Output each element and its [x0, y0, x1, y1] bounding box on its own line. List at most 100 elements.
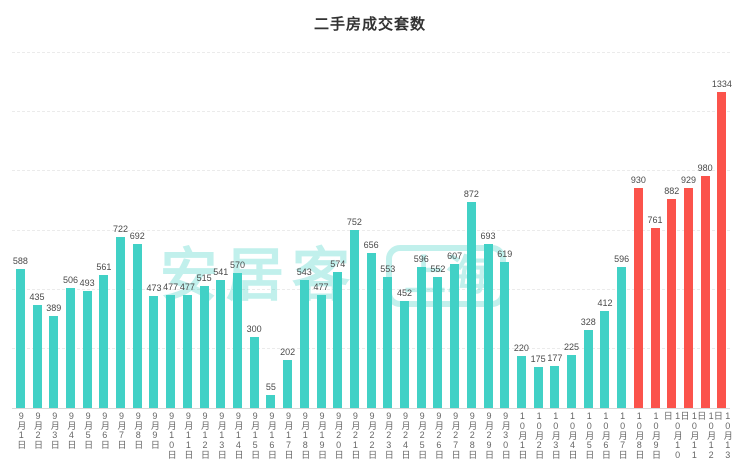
bar-column: 412 — [597, 53, 614, 408]
bar[interactable] — [533, 366, 543, 408]
x-axis-label: 10月10日 — [662, 411, 683, 460]
bar-value-label: 561 — [96, 262, 112, 273]
bar[interactable] — [600, 310, 610, 408]
bar[interactable] — [400, 301, 410, 408]
x-axis-label: 9月17日 — [283, 411, 294, 459]
x-axis-label: 9月27日 — [450, 411, 461, 459]
bar-value-label: 225 — [564, 341, 580, 352]
bar-value-label: 574 — [330, 259, 346, 270]
bar[interactable] — [550, 366, 560, 408]
bar[interactable] — [116, 237, 126, 408]
bar[interactable] — [483, 244, 493, 408]
bar-column: 692 — [129, 53, 146, 408]
bar[interactable] — [500, 261, 510, 408]
bar-column: 570 — [229, 53, 246, 408]
bar-value-label: 389 — [46, 302, 62, 313]
x-axis-label: 10月4日 — [567, 411, 578, 459]
bar-value-label: 477 — [163, 282, 179, 293]
bar[interactable] — [266, 394, 276, 408]
bar-value-label: 477 — [313, 282, 329, 293]
bar[interactable] — [199, 286, 209, 408]
bar[interactable] — [650, 227, 660, 408]
x-axis-label: 9月4日 — [66, 411, 77, 449]
bar-value-label: 328 — [580, 317, 596, 328]
bar-column: 574 — [329, 53, 346, 408]
x-axis-label: 9月13日 — [216, 411, 227, 459]
bar-value-label: 596 — [413, 253, 429, 264]
bar[interactable] — [316, 295, 326, 408]
bar-column: 561 — [96, 53, 113, 408]
bar[interactable] — [683, 188, 693, 408]
bar[interactable] — [349, 230, 359, 408]
bar[interactable] — [667, 199, 677, 408]
bar[interactable] — [182, 295, 192, 408]
bar[interactable] — [466, 201, 476, 408]
bar[interactable] — [516, 355, 526, 408]
bar[interactable] — [65, 288, 75, 408]
bar-value-label: 588 — [12, 255, 28, 266]
bar-column: 506 — [62, 53, 79, 408]
bar-value-label: 493 — [79, 278, 95, 289]
bar-value-label: 752 — [346, 217, 362, 228]
x-axis-label: 9月29日 — [483, 411, 494, 459]
bar[interactable] — [633, 187, 643, 408]
x-axis-label: 9月26日 — [433, 411, 444, 459]
bar[interactable] — [583, 330, 593, 408]
x-axis-label: 10月7日 — [617, 411, 628, 459]
bar[interactable] — [433, 277, 443, 408]
bar-value-label: 452 — [397, 288, 413, 299]
bar[interactable] — [99, 275, 109, 408]
x-axis-label: 9月6日 — [99, 411, 110, 449]
bar[interactable] — [333, 272, 343, 408]
x-axis-label: 10月2日 — [534, 411, 545, 459]
bar-value-label: 980 — [697, 163, 713, 174]
bar-column: 452 — [396, 53, 413, 408]
bar-value-label: 930 — [630, 174, 646, 185]
bar-value-label: 619 — [497, 248, 513, 259]
bar[interactable] — [366, 252, 376, 408]
bar[interactable] — [299, 279, 309, 408]
x-axis-label: 10月8日 — [634, 411, 645, 459]
bar[interactable] — [249, 337, 259, 408]
bar-column: 619 — [496, 53, 513, 408]
bar-value-label: 596 — [614, 253, 630, 264]
bar-column: 175 — [530, 53, 547, 408]
bar[interactable] — [82, 291, 92, 408]
bar[interactable] — [232, 273, 242, 408]
bar-value-label: 515 — [196, 273, 212, 284]
bar[interactable] — [450, 264, 460, 408]
bar[interactable] — [166, 295, 176, 408]
bar[interactable] — [717, 92, 727, 408]
bar[interactable] — [700, 176, 710, 408]
bar-value-label: 477 — [179, 282, 195, 293]
bar-column: 930 — [630, 53, 647, 408]
bar[interactable] — [15, 268, 25, 408]
bar[interactable] — [617, 266, 627, 408]
bar-value-label: 412 — [597, 297, 613, 308]
bar[interactable] — [416, 266, 426, 408]
bar-column: 543 — [296, 53, 313, 408]
bar[interactable] — [383, 277, 393, 408]
gridline — [12, 229, 730, 231]
bar-column: 552 — [430, 53, 447, 408]
bar[interactable] — [149, 296, 159, 408]
bar-column: 693 — [480, 53, 497, 408]
bar-value-label: 177 — [547, 353, 563, 364]
bar-column: 752 — [346, 53, 363, 408]
gridline — [12, 111, 730, 113]
bar[interactable] — [49, 315, 59, 408]
x-axis-line — [12, 408, 730, 409]
x-axis-label: 9月12日 — [200, 411, 211, 459]
bar[interactable] — [216, 279, 226, 408]
bar-column: 493 — [79, 53, 96, 408]
bar[interactable] — [283, 360, 293, 408]
bar-value-label: 220 — [513, 342, 529, 353]
bar-value-label: 692 — [129, 231, 145, 242]
bar[interactable] — [132, 244, 142, 408]
bar[interactable] — [32, 305, 42, 408]
bar-column: 477 — [313, 53, 330, 408]
bar[interactable] — [567, 354, 577, 408]
bar-column: 1334 — [712, 53, 732, 408]
x-axis-label: 9月18日 — [300, 411, 311, 459]
bar-value-label: 435 — [29, 292, 45, 303]
